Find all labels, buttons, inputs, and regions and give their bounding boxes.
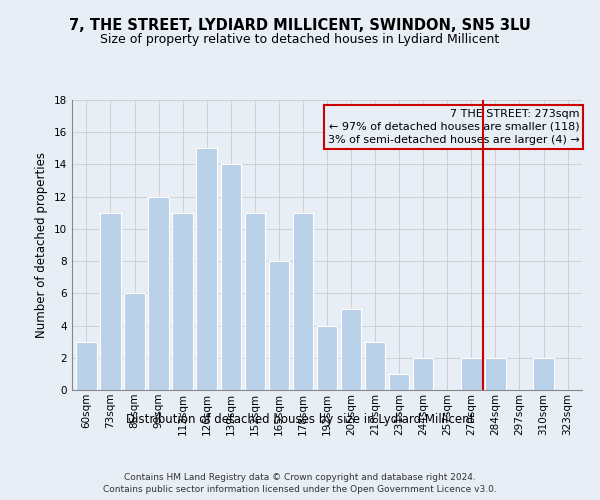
- Text: Size of property relative to detached houses in Lydiard Millicent: Size of property relative to detached ho…: [100, 32, 500, 46]
- Bar: [196, 148, 217, 390]
- Bar: [245, 213, 265, 390]
- Bar: [461, 358, 482, 390]
- Text: 7 THE STREET: 273sqm
← 97% of detached houses are smaller (118)
3% of semi-detac: 7 THE STREET: 273sqm ← 97% of detached h…: [328, 108, 580, 145]
- Bar: [293, 213, 313, 390]
- Bar: [148, 196, 169, 390]
- Bar: [485, 358, 506, 390]
- Bar: [76, 342, 97, 390]
- Bar: [172, 213, 193, 390]
- Bar: [341, 310, 361, 390]
- Text: Contains HM Land Registry data © Crown copyright and database right 2024.
Contai: Contains HM Land Registry data © Crown c…: [103, 472, 497, 494]
- Bar: [124, 294, 145, 390]
- Bar: [100, 213, 121, 390]
- Bar: [413, 358, 433, 390]
- Bar: [221, 164, 241, 390]
- Y-axis label: Number of detached properties: Number of detached properties: [35, 152, 49, 338]
- Bar: [389, 374, 409, 390]
- Text: Distribution of detached houses by size in Lydiard Millicent: Distribution of detached houses by size …: [126, 412, 474, 426]
- Text: 7, THE STREET, LYDIARD MILLICENT, SWINDON, SN5 3LU: 7, THE STREET, LYDIARD MILLICENT, SWINDO…: [69, 18, 531, 32]
- Bar: [533, 358, 554, 390]
- Bar: [269, 261, 289, 390]
- Bar: [365, 342, 385, 390]
- Bar: [317, 326, 337, 390]
